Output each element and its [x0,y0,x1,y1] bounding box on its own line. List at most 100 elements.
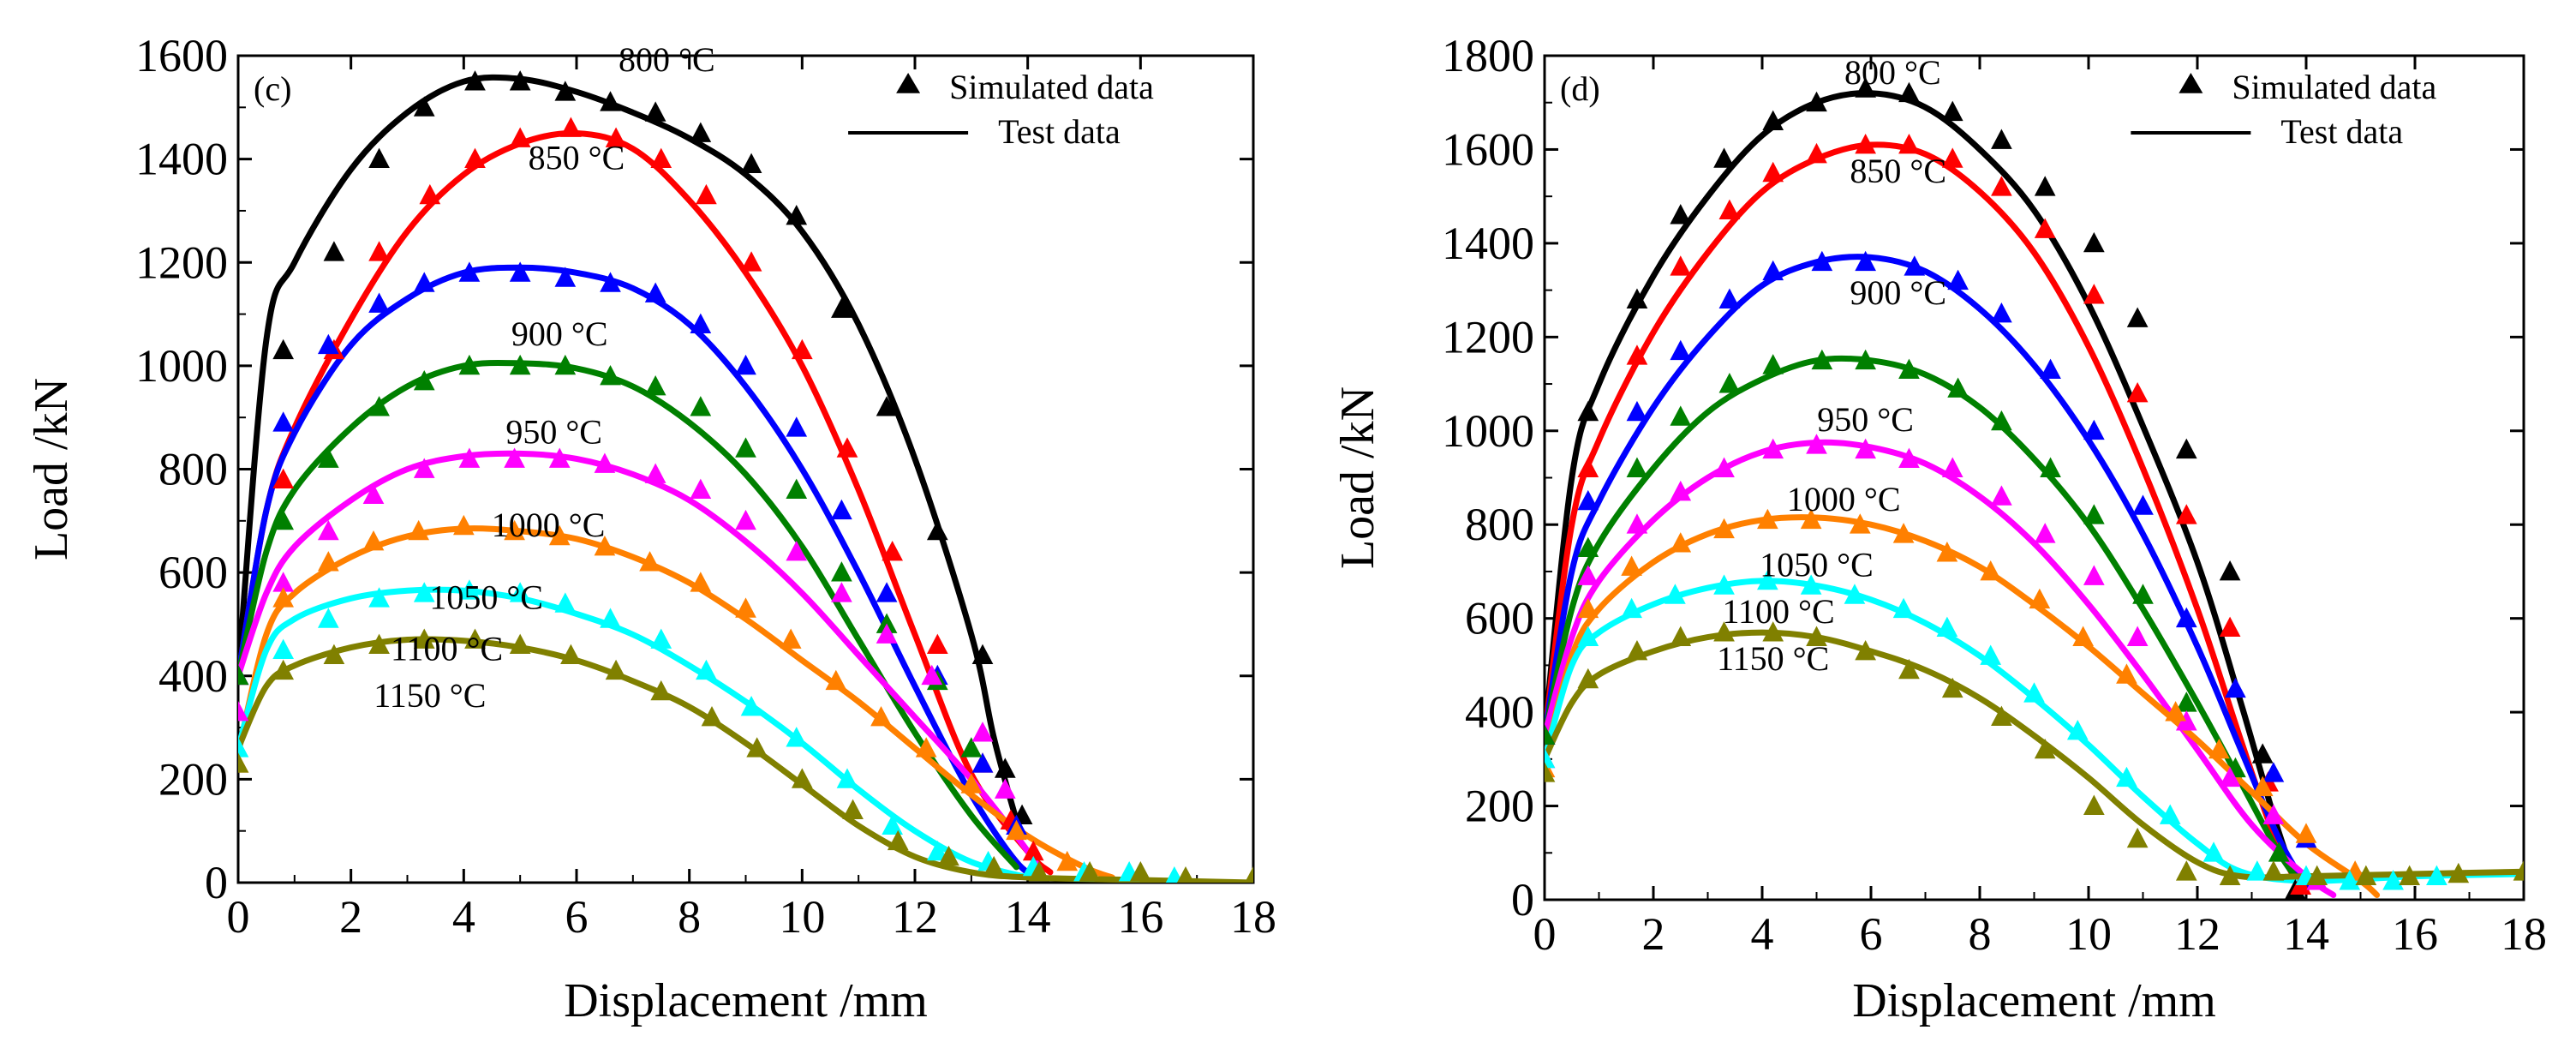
simulated-point-1100c [650,628,672,649]
y-axis-title: Load /kN [1331,386,1384,569]
temperature-label: 1000 °C [492,506,606,544]
x-tick-label: 12 [892,891,938,943]
simulated-point-850c [272,468,295,488]
simulated-point-850c [740,251,762,272]
simulated-point-900c [368,292,390,313]
simulated-point-800c [1713,147,1735,168]
simulated-point-1100c [926,840,948,861]
simulated-point-800c [413,96,435,117]
simulated-point-1000c [1941,457,1963,477]
simulated-point-1150c [413,628,435,649]
simulated-point-800c [1577,400,1599,422]
simulated-point-1000c [504,447,525,468]
simulated-point-950c [238,664,249,686]
simulated-point-1150c [887,829,909,851]
simulated-point-1050c [2251,776,2274,797]
simulated-point-1150c [791,768,813,788]
simulated-point-1150c [323,644,345,665]
simulated-point-1050c [1980,560,2002,581]
simulated-point-1150c [1762,621,1784,642]
simulated-point-1100c [882,814,904,835]
temperature-label: 900 °C [1850,273,1946,312]
temperature-label: 950 °C [1817,400,1914,439]
simulated-point-900c [2083,419,2105,440]
simulated-point-1100c [554,592,577,613]
simulated-point-1000c [2034,523,2056,543]
simulated-point-1150c [701,706,723,727]
simulated-point-1000c [1626,513,1648,534]
simulated-point-1100c [238,737,249,758]
simulated-point-1000c [458,447,481,468]
simulated-point-1150c [842,799,864,819]
simulated-point-1050c [548,524,571,546]
simulated-point-1000c [690,478,712,500]
simulated-point-1050c [1006,819,1027,841]
simulated-point-1100c [1165,865,1183,883]
simulated-point-850c [836,437,858,458]
temperature-label: 900 °C [511,314,608,353]
panel-label: (d) [1560,69,1600,108]
simulated-point-950c [1991,410,2012,431]
x-tick-label: 4 [1751,908,1774,960]
simulated-point-850c [605,127,627,147]
simulated-point-950c [960,737,983,758]
simulated-point-1050c [1670,532,1692,553]
simulated-point-950c [644,375,666,396]
simulated-point-950c [1545,724,1556,745]
legend-simulated-label: Simulated data [949,68,1154,106]
simulated-point-800c [2083,231,2105,253]
simulated-point-1000c [548,447,571,468]
simulated-point-1150c [2306,865,2328,886]
simulated-point-1100c [836,768,858,788]
simulated-point-850c [368,241,390,261]
simulated-point-900c [272,411,295,432]
legend-test-label: Test data [2280,112,2403,151]
simulated-point-850c [1762,161,1784,183]
simulated-point-1150c [1626,639,1648,661]
simulated-point-1150c [2034,738,2056,759]
y-tick-label: 1800 [1442,30,1534,81]
simulated-point-950c [831,561,852,582]
simulated-point-850c [1898,133,1920,154]
y-tick-label: 1600 [135,30,228,81]
simulated-point-1000c [594,452,616,473]
simulated-point-1050c [780,628,802,649]
simulated-point-900c [2175,607,2197,628]
simulated-point-1000c [2126,626,2149,646]
simulated-point-1000c [831,582,852,602]
y-tick-label: 0 [1511,874,1534,925]
simulated-point-1000c [786,541,808,561]
legend-simulated-label: Simulated data [2232,68,2436,106]
simulated-point-800c [2251,743,2274,764]
simulated-point-900c [554,266,577,287]
simulated-point-1100c [1980,644,2002,665]
test-line-900c [1545,254,2310,889]
simulated-point-800c [644,101,666,122]
simulated-point-900c [1947,269,1969,290]
simulated-point-1100c [2382,870,2404,890]
y-tick-label: 1200 [1442,311,1534,362]
simulated-point-1150c [272,659,295,680]
simulated-point-900c [971,752,994,773]
simulated-point-800c [2034,176,2056,196]
simulated-point-1000c [317,519,339,541]
simulated-point-850c [791,338,813,360]
y-tick-label: 800 [158,444,228,495]
simulated-point-1150c [938,845,959,866]
simulated-point-1050c [960,773,983,793]
simulated-point-950c [735,437,756,458]
simulated-point-850c [1855,133,1876,154]
x-tick-label: 8 [678,891,701,943]
simulated-point-850c [419,183,441,205]
x-tick-label: 0 [227,891,250,943]
x-tick-label: 10 [779,891,825,943]
simulated-point-1000c [272,572,295,592]
simulated-point-1150c [1670,626,1692,646]
simulated-point-1000c [2083,565,2105,585]
x-tick-label: 12 [2174,908,2220,960]
simulated-point-1150c [1713,621,1735,642]
simulated-point-1050c [915,737,937,758]
simulated-point-950c [690,396,712,416]
simulated-point-1050c [639,551,660,572]
simulated-point-1150c [2219,865,2241,886]
